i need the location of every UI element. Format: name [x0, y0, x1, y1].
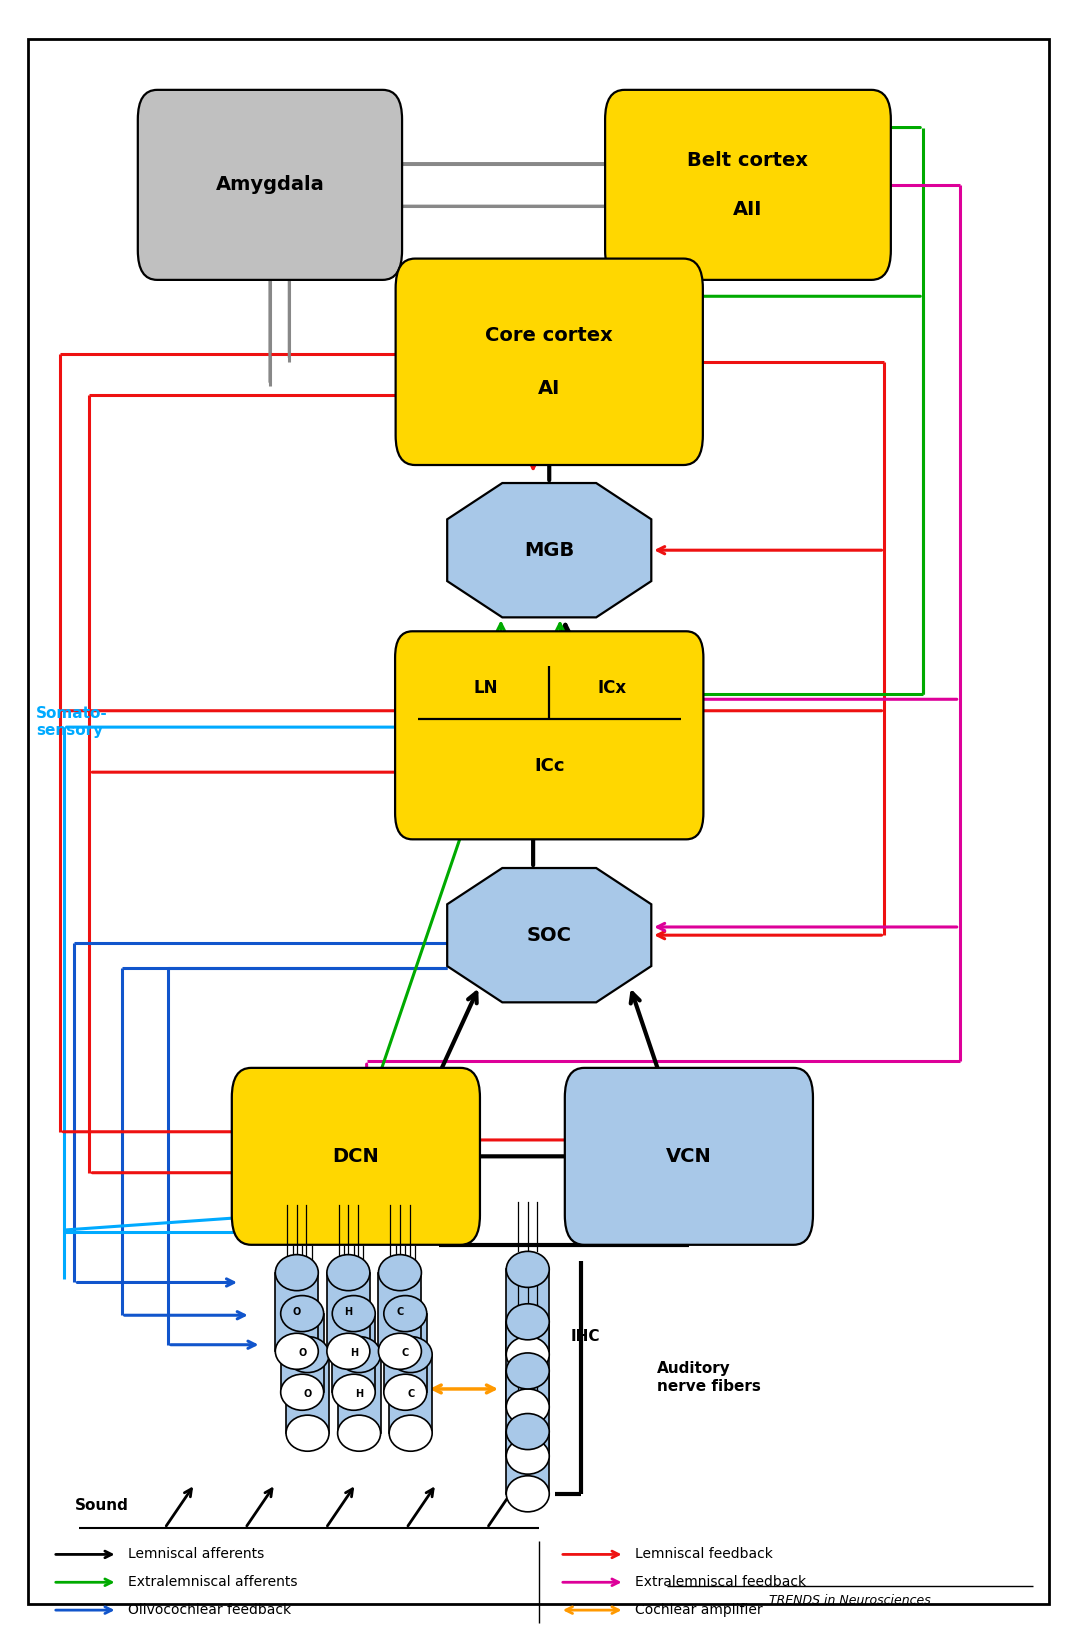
Text: H: H [350, 1347, 358, 1357]
FancyBboxPatch shape [605, 90, 891, 281]
FancyBboxPatch shape [232, 1068, 480, 1246]
Text: LN: LN [474, 679, 499, 697]
Text: C: C [402, 1347, 409, 1357]
Text: Auditory
nerve fibers: Auditory nerve fibers [657, 1362, 760, 1393]
Text: ICc: ICc [534, 757, 564, 775]
FancyBboxPatch shape [564, 1068, 813, 1246]
Ellipse shape [506, 1438, 549, 1474]
Ellipse shape [332, 1374, 375, 1410]
Text: IHC: IHC [571, 1329, 600, 1344]
Ellipse shape [378, 1332, 421, 1369]
Ellipse shape [337, 1415, 380, 1451]
Ellipse shape [389, 1336, 432, 1372]
Ellipse shape [281, 1374, 324, 1410]
Text: Amygdala: Amygdala [215, 176, 324, 194]
Ellipse shape [383, 1374, 426, 1410]
Ellipse shape [332, 1296, 375, 1331]
FancyBboxPatch shape [389, 1354, 432, 1433]
FancyBboxPatch shape [506, 1370, 549, 1456]
Ellipse shape [378, 1255, 421, 1291]
Text: O: O [298, 1347, 306, 1357]
Polygon shape [447, 482, 652, 617]
FancyBboxPatch shape [327, 1273, 369, 1351]
Text: DCN: DCN [333, 1147, 379, 1165]
FancyBboxPatch shape [281, 1313, 324, 1392]
Text: Core cortex: Core cortex [486, 327, 613, 345]
FancyBboxPatch shape [395, 632, 703, 839]
Ellipse shape [337, 1336, 380, 1372]
FancyBboxPatch shape [378, 1273, 421, 1351]
Text: TRENDS in Neurosciences: TRENDS in Neurosciences [769, 1593, 931, 1607]
Text: ICx: ICx [598, 679, 627, 697]
Ellipse shape [506, 1388, 549, 1424]
Text: C: C [407, 1388, 415, 1398]
FancyBboxPatch shape [383, 1313, 426, 1392]
Text: Somato-
sensory: Somato- sensory [36, 706, 108, 738]
Text: Belt cortex: Belt cortex [687, 151, 809, 169]
Ellipse shape [327, 1332, 369, 1369]
Text: SOC: SOC [527, 926, 572, 945]
Ellipse shape [276, 1255, 319, 1291]
Polygon shape [447, 868, 652, 1003]
FancyBboxPatch shape [138, 90, 402, 281]
Text: Cochlear amplifier: Cochlear amplifier [635, 1603, 763, 1616]
Ellipse shape [327, 1255, 369, 1291]
Ellipse shape [281, 1296, 324, 1331]
Text: Olivocochlear feedback: Olivocochlear feedback [128, 1603, 291, 1616]
Text: MGB: MGB [524, 540, 574, 560]
Text: AI: AI [538, 379, 560, 397]
Ellipse shape [506, 1305, 549, 1339]
Ellipse shape [506, 1336, 549, 1372]
FancyBboxPatch shape [276, 1273, 319, 1351]
FancyBboxPatch shape [337, 1354, 380, 1433]
FancyBboxPatch shape [506, 1321, 549, 1406]
Text: H: H [355, 1388, 363, 1398]
Text: C: C [396, 1306, 404, 1318]
FancyBboxPatch shape [332, 1313, 375, 1392]
FancyBboxPatch shape [28, 39, 1049, 1603]
Ellipse shape [506, 1252, 549, 1288]
Text: Lemniscal afferents: Lemniscal afferents [128, 1547, 264, 1562]
Ellipse shape [506, 1475, 549, 1511]
Text: O: O [293, 1306, 300, 1318]
Ellipse shape [506, 1352, 549, 1388]
Ellipse shape [286, 1336, 330, 1372]
Ellipse shape [389, 1415, 432, 1451]
Text: H: H [345, 1306, 352, 1318]
Ellipse shape [276, 1332, 319, 1369]
FancyBboxPatch shape [506, 1431, 549, 1493]
FancyBboxPatch shape [506, 1270, 549, 1354]
Ellipse shape [506, 1413, 549, 1449]
Text: AII: AII [733, 200, 763, 218]
Text: Extralemniscal afferents: Extralemniscal afferents [128, 1575, 297, 1588]
FancyBboxPatch shape [395, 259, 703, 464]
Text: O: O [304, 1388, 311, 1398]
Ellipse shape [383, 1296, 426, 1331]
FancyBboxPatch shape [286, 1354, 330, 1433]
Text: Extralemniscal feedback: Extralemniscal feedback [635, 1575, 807, 1588]
Text: Sound: Sound [74, 1498, 128, 1513]
Text: Lemniscal feedback: Lemniscal feedback [635, 1547, 773, 1562]
Ellipse shape [286, 1415, 330, 1451]
Text: VCN: VCN [666, 1147, 712, 1165]
